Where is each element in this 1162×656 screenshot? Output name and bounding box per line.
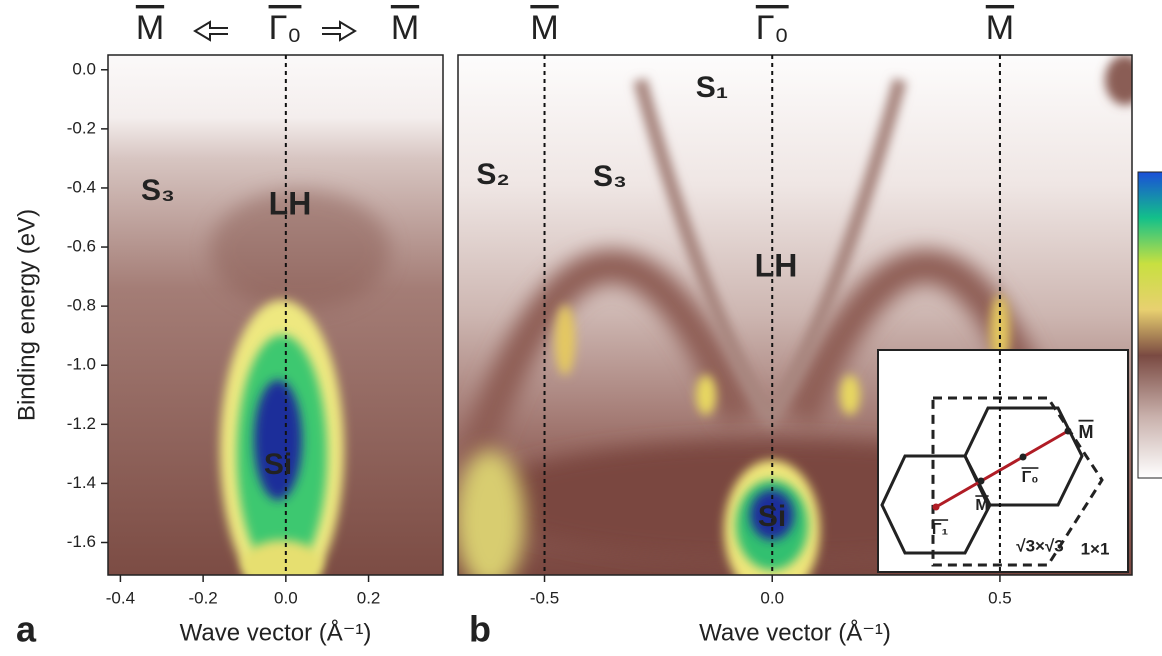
panel-a-image xyxy=(108,55,443,600)
y-tick-label: -0.4 xyxy=(67,177,96,196)
x-tick-label: -0.5 xyxy=(530,588,559,607)
symmetry-label: M xyxy=(391,9,419,47)
y-tick-label: -1.0 xyxy=(67,355,96,374)
y-tick-label: -1.6 xyxy=(67,532,96,551)
inset-label: M xyxy=(1079,422,1094,442)
x-axis-label: Wave vector (Å⁻¹) xyxy=(180,618,372,646)
y-tick-label: -0.8 xyxy=(67,296,96,315)
y-tick-label: -1.4 xyxy=(67,473,96,492)
inset-label: √3×√3 xyxy=(1016,536,1064,555)
annotation: S₃ xyxy=(141,174,175,207)
panel-label: b xyxy=(469,609,491,650)
x-tick-label: 0.2 xyxy=(357,588,381,607)
symmetry-label: M xyxy=(530,9,558,47)
annotation: LH xyxy=(755,247,798,283)
y-tick-label: -0.6 xyxy=(67,237,96,256)
symmetry-label: Γ₀ xyxy=(269,9,302,47)
annotation: S₃ xyxy=(593,160,627,193)
inset-label: M xyxy=(975,497,988,514)
x-axis-label: Wave vector (Å⁻¹) xyxy=(699,618,891,646)
panel-label: a xyxy=(16,609,37,650)
x-tick-label: 0.0 xyxy=(760,588,784,607)
inset-label: 1×1 xyxy=(1081,539,1110,558)
figure: -0.4 -0.2 0.0 0.2 0.0 -0.2 -0.4 -0.6 -0.8 -1.0 -1.… xyxy=(0,0,1162,651)
inset-label: Γ₁ xyxy=(932,521,949,538)
x-tick-label: 0.5 xyxy=(988,588,1012,607)
symmetry-label: M xyxy=(136,9,164,47)
annotation: Si xyxy=(758,500,786,533)
annotation: LH xyxy=(269,185,312,221)
annotation: Si xyxy=(264,448,292,481)
y-tick-label: -1.2 xyxy=(67,414,96,433)
symmetry-label: M xyxy=(986,9,1014,47)
x-tick-label: 0.0 xyxy=(274,588,298,607)
colorbar xyxy=(1138,172,1162,478)
symmetry-label: Γ₀ xyxy=(756,9,789,47)
y-tick-label: 0.0 xyxy=(72,59,96,78)
annotation: S₂ xyxy=(476,158,509,191)
inset-label: Γ₀ xyxy=(1022,469,1039,486)
y-axis-label: Binding energy (eV) xyxy=(13,209,40,421)
y-tick-label: -0.2 xyxy=(67,118,96,137)
x-tick-label: -0.4 xyxy=(106,588,135,607)
annotation: S₁ xyxy=(696,71,728,104)
x-tick-label: -0.2 xyxy=(188,588,217,607)
